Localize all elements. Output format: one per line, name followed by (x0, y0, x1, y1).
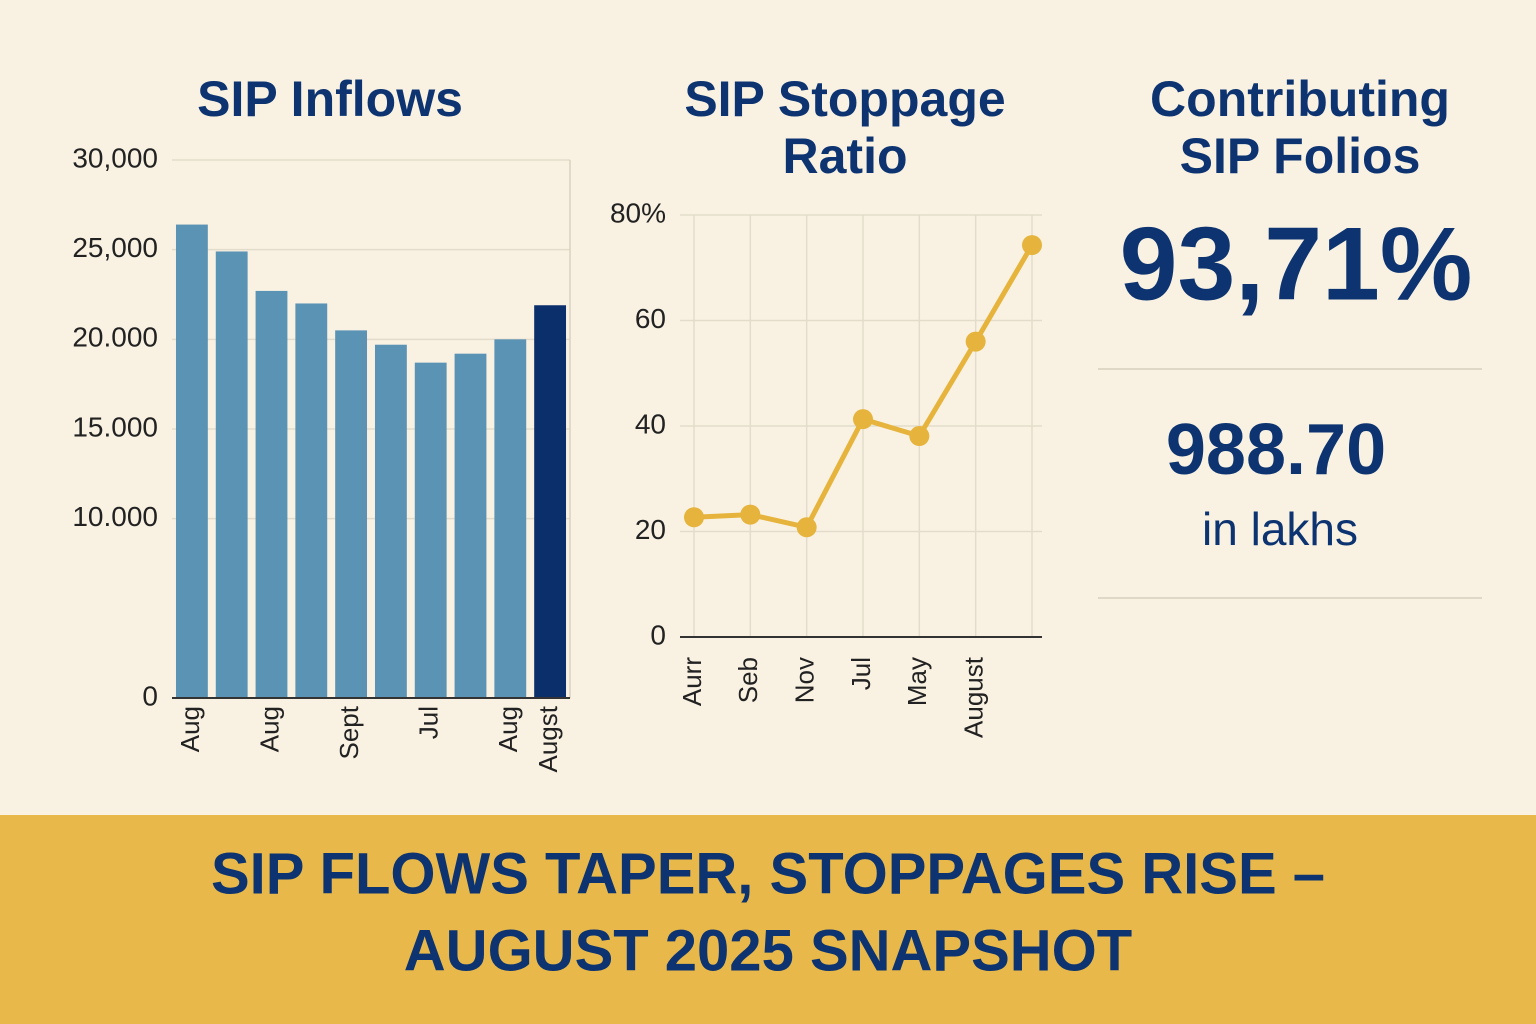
bar (414, 362, 447, 698)
x-tick-label: Jul (846, 657, 876, 690)
marker (796, 517, 817, 538)
y-tick-label: 20.000 (72, 322, 158, 353)
count-figure: 988.70 (1166, 410, 1386, 490)
x-tick-label: Aug (254, 706, 284, 752)
x-tick-label: August (959, 656, 989, 738)
banner-text: AUGUST 2025 SNAPSHOT (404, 918, 1132, 983)
y-tick-label: 30,000 (72, 142, 158, 173)
x-tick-label: Seb (733, 657, 763, 703)
marker (684, 507, 704, 528)
bar (454, 353, 487, 698)
x-tick-label: Augst (533, 705, 563, 772)
x-tick-label: Sept (334, 705, 364, 759)
y-tick-label: 25,000 (72, 232, 158, 263)
bar (494, 339, 527, 698)
marker (853, 409, 873, 430)
bar (374, 344, 407, 698)
y-tick-label: 15.000 (72, 411, 158, 442)
bar (295, 303, 328, 698)
bar (534, 305, 567, 698)
y-tick-label: 40 (635, 408, 666, 439)
chart-title: SIP Inflows (197, 71, 463, 127)
marker (909, 426, 930, 447)
x-tick-label: Aurr (677, 657, 707, 706)
panel-title: SIP Folios (1180, 128, 1421, 184)
chart-title: Ratio (783, 128, 908, 184)
marker (965, 331, 986, 352)
y-tick-label: 20 (635, 514, 666, 545)
x-tick-label: Jul (414, 706, 444, 739)
y-tick-label: 10.000 (72, 501, 158, 532)
bar (335, 330, 368, 698)
banner (0, 815, 1536, 1024)
chart-title: SIP Stoppage (684, 71, 1005, 127)
bar (215, 251, 248, 698)
marker (740, 504, 761, 525)
banner-text: SIP FLOWS TAPER, STOPPAGES RISE – (211, 841, 1325, 906)
x-tick-label: Aug (175, 706, 205, 752)
x-tick-label: May (902, 657, 932, 706)
bar (255, 290, 288, 698)
y-tick-label: 80% (610, 197, 666, 228)
bar (175, 224, 208, 698)
marker (1022, 235, 1042, 256)
y-tick-label: 60 (635, 303, 666, 334)
x-tick-label: Nov (790, 657, 820, 703)
panel-title: Contributing (1150, 71, 1450, 127)
x-tick-label: Aug (493, 706, 523, 752)
percent-figure: 93,71% (1120, 206, 1473, 322)
unit-label: in lakhs (1202, 503, 1358, 555)
y-tick-label: 0 (650, 619, 666, 650)
y-tick-label: 0 (142, 680, 158, 711)
